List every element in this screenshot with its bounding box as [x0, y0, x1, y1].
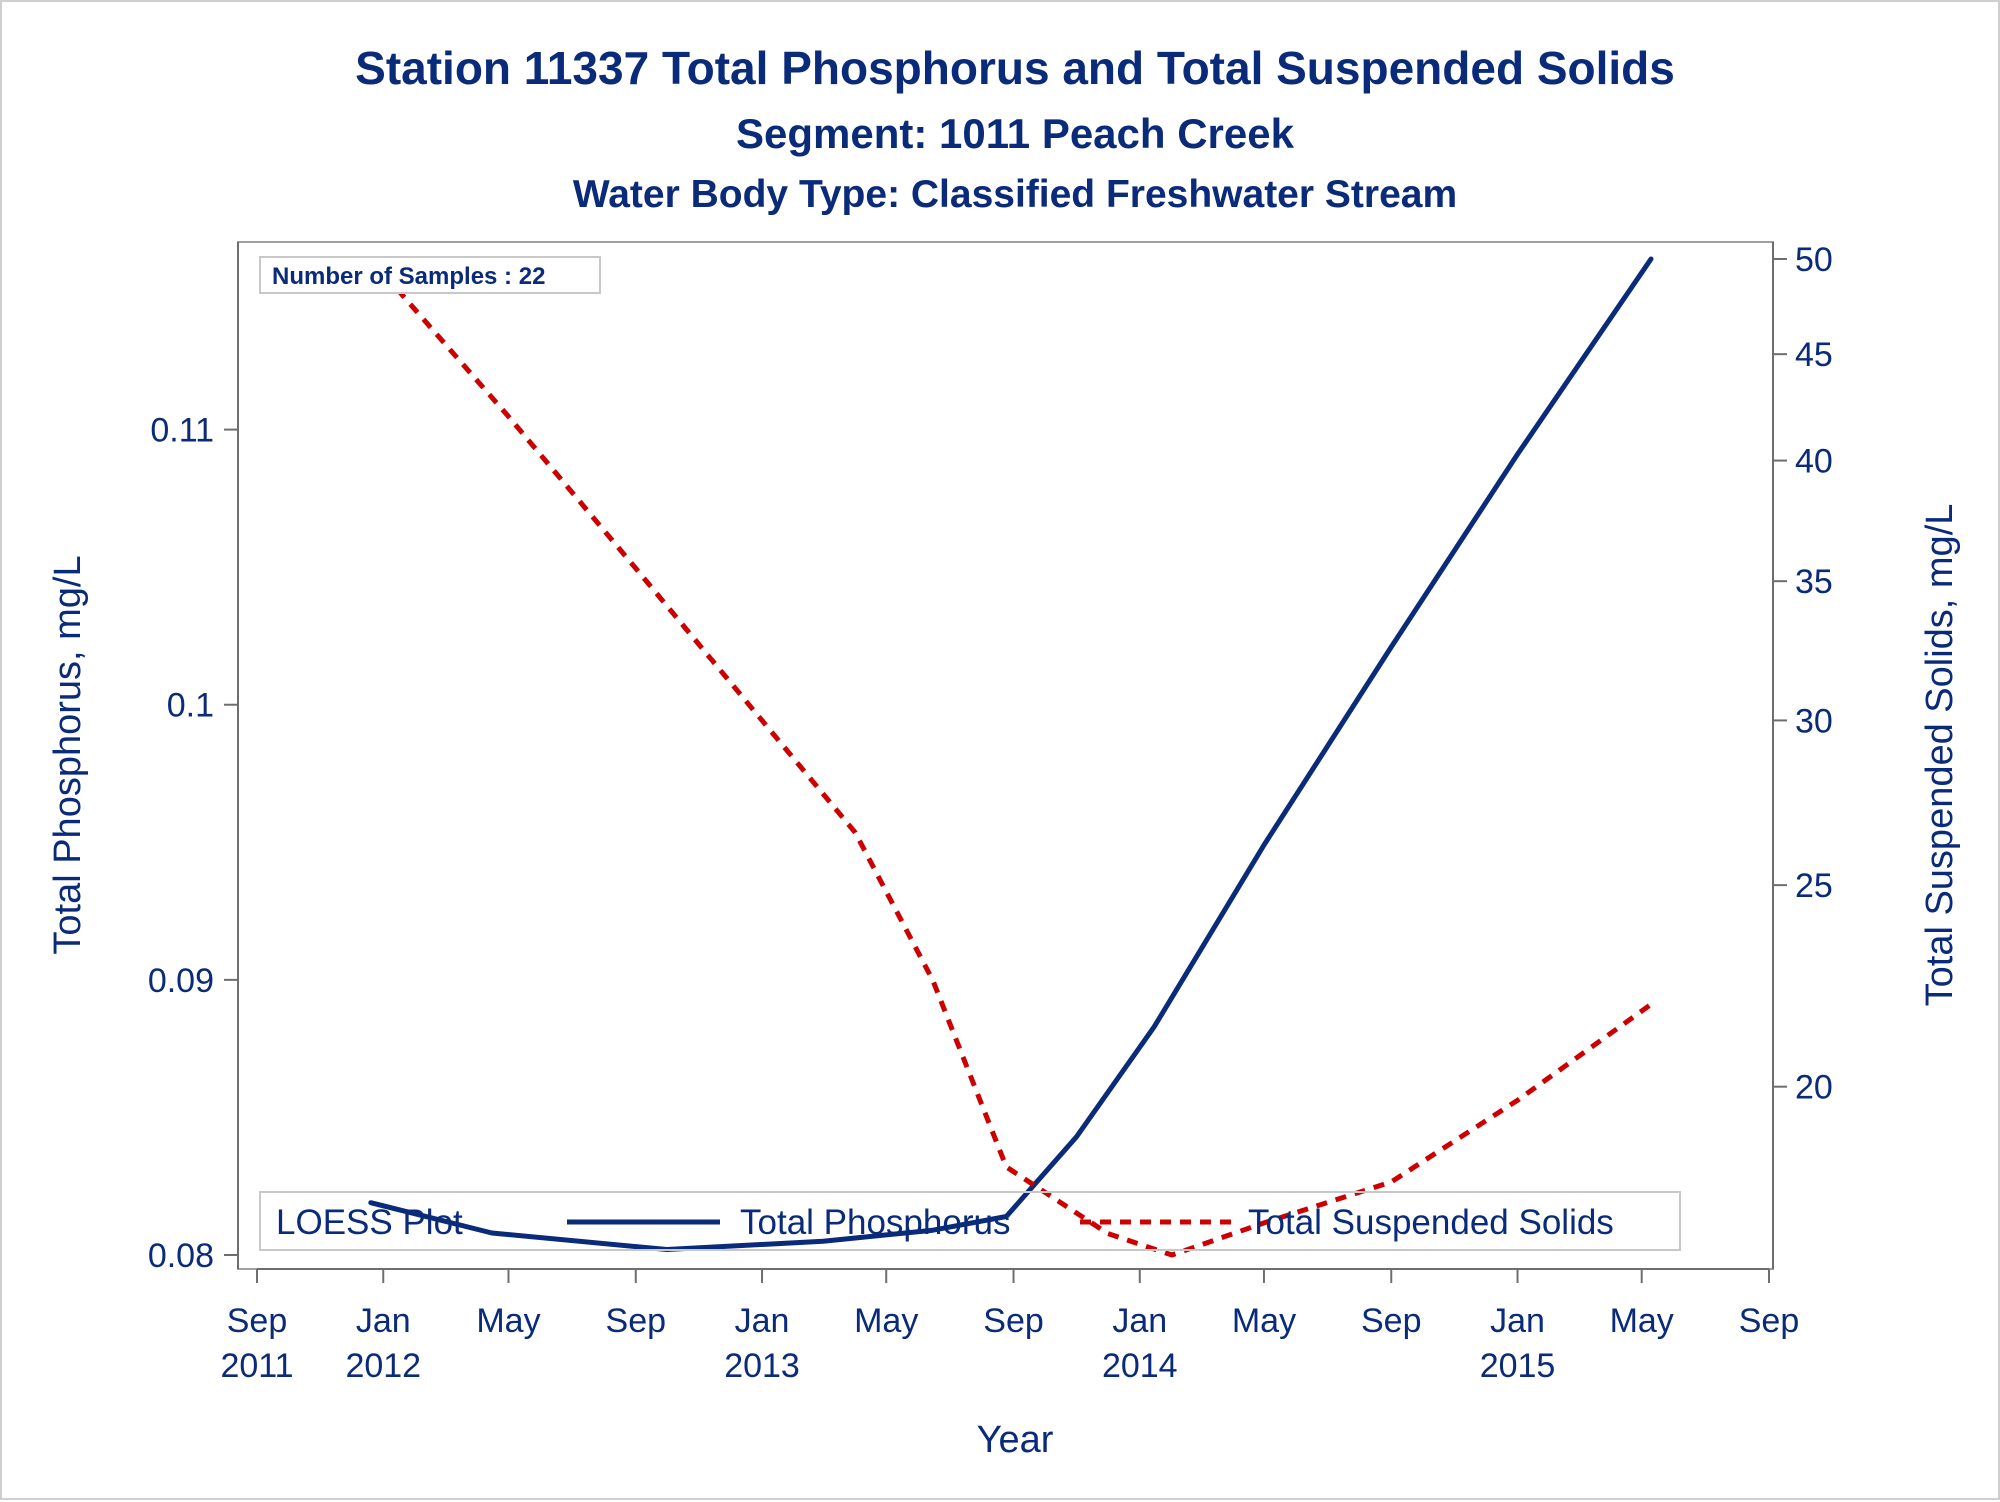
x-tick-label-year: 2013: [724, 1347, 800, 1385]
y-axis-left: 0.08 0.09 0.1 0.11: [148, 242, 239, 1275]
y-right-tick-label: 45: [1795, 336, 1833, 374]
legend-box: [259, 1191, 1681, 1251]
x-tick-label-month: May: [476, 1302, 540, 1340]
x-tick-label-month: Jan: [356, 1302, 411, 1340]
x-tick-label-year: 2015: [1480, 1347, 1556, 1385]
x-tick-label-year: 2012: [345, 1347, 421, 1385]
series-line-total-suspended-solids: [368, 257, 1658, 1258]
x-tick-label-year: 2014: [1102, 1347, 1178, 1385]
y-left-tick-label: 0.11: [150, 412, 214, 450]
legend-label-total-phosphorus: Total Phosphorus: [740, 1203, 1010, 1242]
y-right-tick-label: 30: [1795, 702, 1833, 740]
sample-count-box: [259, 256, 601, 294]
x-tick-label-month: Jan: [1490, 1302, 1545, 1340]
legend-label-total-suspended-solids: Total Suspended Solids: [1248, 1203, 1614, 1242]
x-tick-label-month: Sep: [606, 1302, 667, 1340]
x-tick-label-month: Jan: [1112, 1302, 1167, 1340]
x-tick-label-month: Sep: [1739, 1302, 1800, 1340]
y-axis-right: 20 25 30 35 40 45 50: [1772, 241, 1833, 1269]
y-left-tick-label: 0.08: [148, 1237, 214, 1275]
x-axis: Sep 2011 Jan 2012 May Sep Jan 2013 May Sep Jan 2014…: [220, 1268, 1800, 1385]
y-right-tick-label: 35: [1795, 563, 1833, 601]
x-tick-label-month: May: [1232, 1302, 1296, 1340]
y-right-tick-label: 25: [1795, 867, 1833, 905]
y-left-tick-label: 0.09: [148, 962, 214, 1000]
chart-subtitle-2: Water Body Type: Classified Freshwater S…: [573, 173, 1457, 216]
x-tick-label-month: Jan: [735, 1302, 790, 1340]
x-axis-label: Year: [977, 1419, 1054, 1461]
x-tick-label-month: May: [1610, 1302, 1674, 1340]
plot-area-border: [237, 241, 1774, 1270]
series-line-total-phosphorus: [368, 256, 1654, 1252]
legend-title: LOESS Plot: [276, 1203, 463, 1242]
y-right-tick-label: 40: [1795, 443, 1833, 481]
x-tick-label-month: Sep: [983, 1302, 1044, 1340]
sample-count-inset: Number of Samples : 22: [259, 256, 601, 294]
x-tick-label-month: Sep: [227, 1302, 288, 1340]
y-axis-right-label: Total Suspended Solids, mg/L: [1919, 504, 1961, 1007]
y-left-tick-label: 0.1: [167, 687, 214, 725]
x-tick-label-year: 2011: [220, 1347, 293, 1385]
chart-subtitle: Segment: 1011 Peach Creek: [736, 110, 1295, 157]
chart-title: Station 11337 Total Phosphorus and Total…: [355, 42, 1675, 94]
x-tick-label-month: Sep: [1361, 1302, 1422, 1340]
y-right-tick-label: 20: [1795, 1069, 1833, 1107]
y-right-tick-label: 50: [1795, 241, 1833, 279]
legend: LOESS Plot Total Phosphorus Total Suspen…: [259, 1191, 1681, 1251]
sample-count-label: Number of Samples : 22: [272, 263, 545, 290]
x-tick-label-month: May: [854, 1302, 918, 1340]
y-axis-left-label: Total Phosphorus, mg/L: [47, 555, 89, 954]
series-layer: [368, 256, 1658, 1258]
